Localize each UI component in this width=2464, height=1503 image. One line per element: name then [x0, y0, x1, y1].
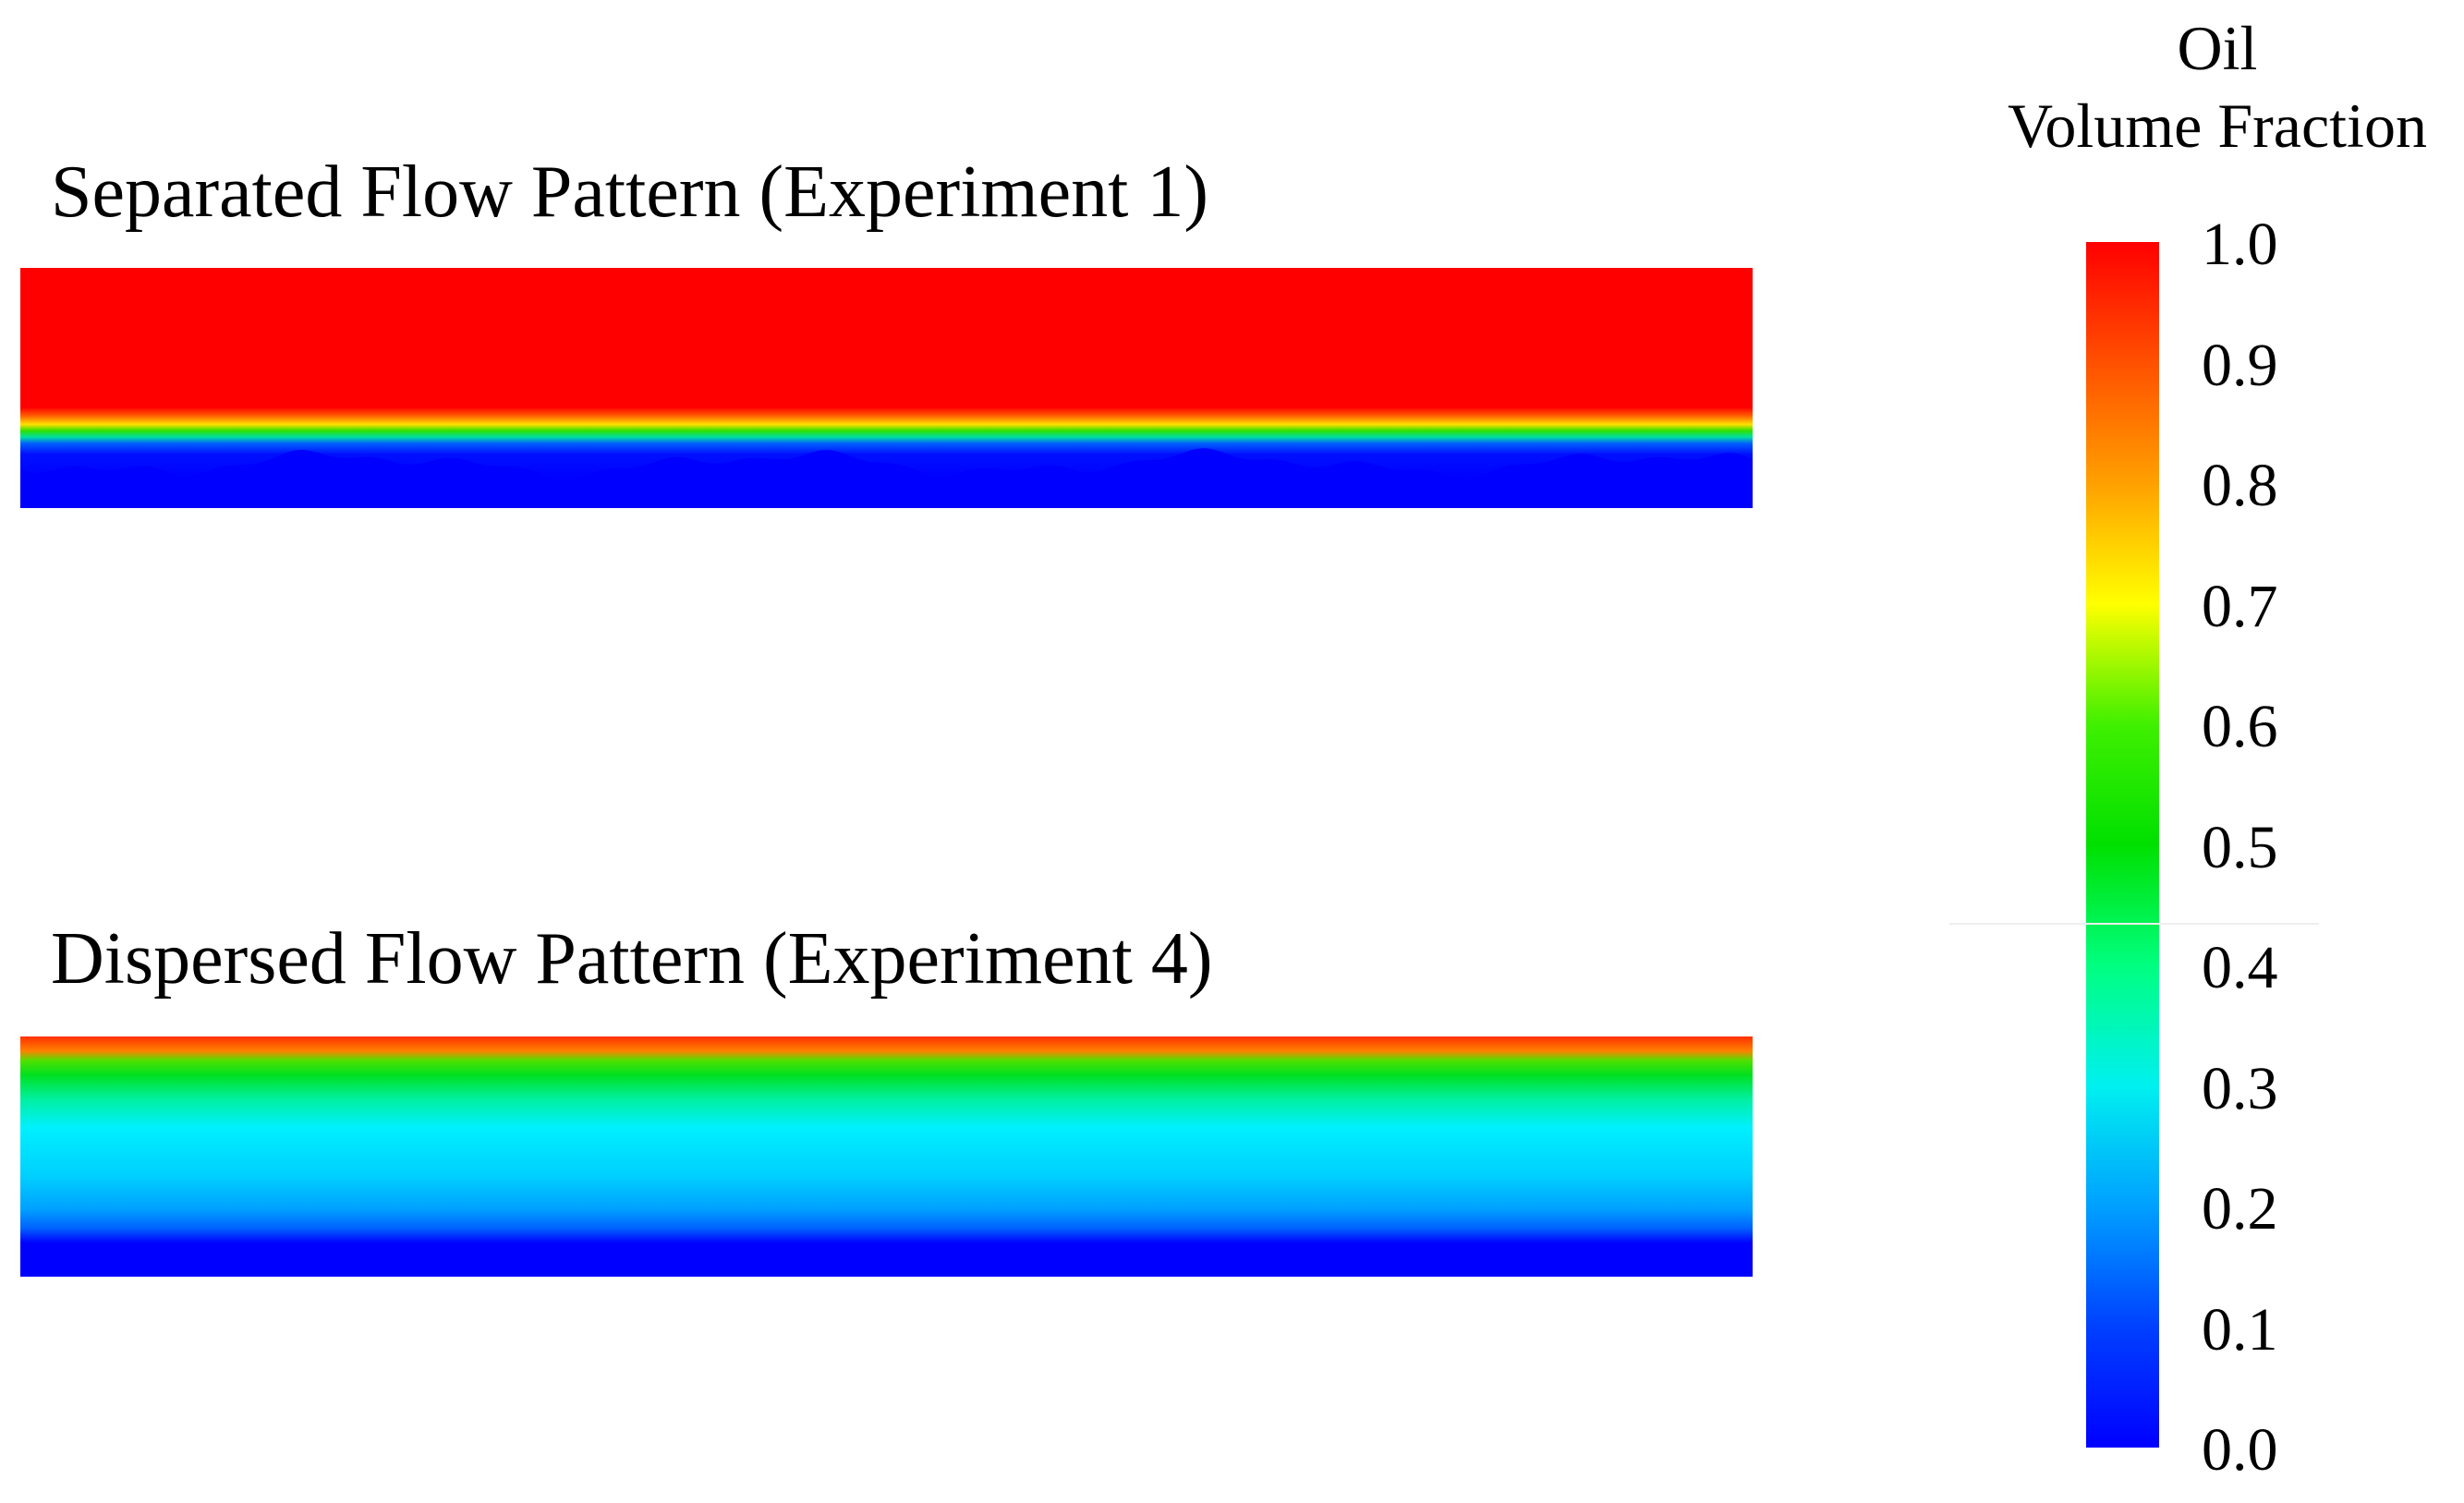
tick-label: 0.9: [2202, 331, 2278, 399]
legend-heading-volume-fraction: Volume Fraction: [2008, 91, 2427, 161]
tick-label: 0.2: [2202, 1175, 2278, 1242]
tick-label: 1.0: [2202, 211, 2278, 278]
divider: [1949, 923, 2319, 925]
dispersed-flow-title: Dispersed Flow Pattern (Experiment 4): [51, 918, 1213, 1000]
color-scale-bar: [2086, 242, 2159, 1448]
tick-label: 0.8: [2202, 452, 2278, 519]
tick-label: 0.6: [2202, 693, 2278, 760]
tick-label: 0.4: [2202, 934, 2278, 1001]
tick-label: 0.1: [2202, 1295, 2278, 1364]
tick-label: 0.0: [2202, 1416, 2278, 1484]
tick-label: 0.7: [2202, 572, 2278, 640]
separated-flow-contour: [20, 268, 1753, 508]
legend-heading-oil: Oil: [2177, 13, 2258, 83]
dispersed-flow-contour: [20, 1036, 1753, 1277]
tick-label: 0.5: [2202, 813, 2278, 881]
tick-label: 0.3: [2202, 1054, 2278, 1122]
separated-interface: [20, 268, 1753, 479]
separated-flow-title: Separated Flow Pattern (Experiment 1): [51, 152, 1208, 233]
